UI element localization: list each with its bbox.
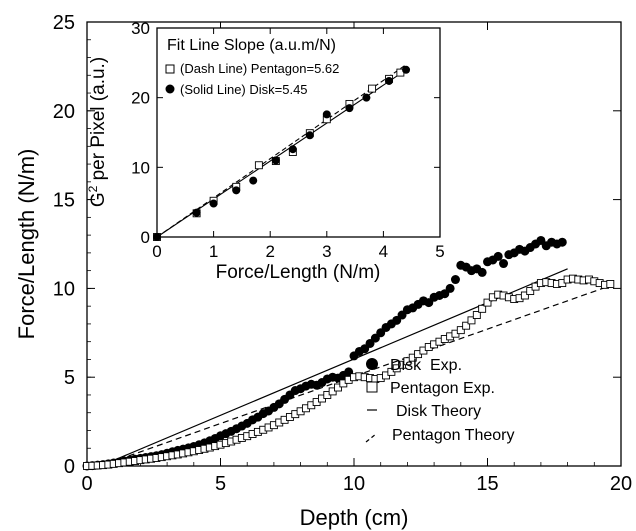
inset-y-axis-label: G2 per Pixel (a.u.) (86, 57, 109, 207)
inset-point-solid-line-disk-5-45 (362, 93, 371, 102)
inset-point-solid-line-disk-5-45 (385, 76, 394, 85)
inset-point-solid-line-disk-5-45 (271, 156, 280, 165)
inset-y-axis-label-rest: per Pixel (a.u.) (88, 57, 109, 186)
main-point-pentagon-exp (520, 291, 529, 300)
inset-point-solid-line-disk-5-45 (232, 186, 241, 195)
inset-point-solid-line-disk-5-45 (322, 110, 331, 119)
main-y-tick-label: 25 (53, 12, 75, 34)
main-x-axis-label: Depth (cm) (300, 505, 409, 530)
inset-chart: Force/Length (N/m) G2 per Pixel (a.u.) 0… (86, 19, 445, 283)
inset-legend-label-disk: (Solid Line) Disk=5.45 (180, 82, 308, 97)
main-point-disk-exp (477, 267, 487, 277)
main-y-tick-label: 5 (64, 367, 75, 389)
main-y-axis-label: Force/Length (N/m) (14, 149, 39, 340)
inset-x-tick-label: 3 (322, 242, 331, 261)
inset-point-solid-line-disk-5-45 (345, 104, 354, 113)
inset-y-tick-label: 20 (131, 89, 150, 108)
main-theory-lines (100, 268, 608, 467)
inset-point-solid-line-disk-5-45 (249, 176, 258, 185)
inset-legend-label-pentagon: (Dash Line) Pentagon=5.62 (180, 61, 339, 76)
legend-label-pentagon-theory: Pentagon Theory (392, 427, 514, 444)
main-point-pentagon-exp (606, 280, 615, 288)
main-x-tick-label: 20 (610, 473, 632, 495)
main-point-disk-exp (499, 259, 509, 269)
legend-label-disk-exp: Disk Exp. (390, 357, 462, 374)
main-point-disk-exp (493, 251, 503, 261)
inset-point-dash-line-pentagon-5-62 (368, 84, 377, 93)
inset-x-tick-label: 0 (152, 242, 161, 261)
inset-point-solid-line-disk-5-45 (305, 131, 314, 140)
main-legend: Disk Exp. Pentagon Exp. Disk Theory Pent… (365, 357, 514, 444)
inset-legend-marker-disk (165, 84, 175, 94)
inset-point-dash-line-pentagon-5-62 (254, 161, 263, 170)
inset-x-tick-label: 1 (209, 242, 218, 261)
main-data-points (82, 235, 615, 471)
main-point-disk-exp (450, 275, 460, 285)
main-point-pentagon-exp (472, 311, 481, 319)
inset-fit-line-dash-line-pentagon-5-62 (156, 64, 407, 238)
main-x-tick-label: 10 (343, 473, 365, 495)
inset-x-tick-label: 4 (379, 242, 388, 261)
legend-marker-pentagon-theory (365, 433, 377, 443)
main-point-pentagon-exp (526, 287, 535, 296)
main-point-pentagon-exp (478, 304, 487, 313)
main-y-tick-label: 0 (64, 456, 75, 478)
main-y-tick-label: 10 (53, 278, 75, 300)
main-point-pentagon-exp (462, 321, 471, 330)
inset-point-solid-line-disk-5-45 (153, 233, 161, 241)
inset-point-solid-line-disk-5-45 (288, 145, 297, 154)
inset-x-axis-label: Force/Length (N/m) (216, 262, 381, 283)
legend-label-pentagon-exp: Pentagon Exp. (390, 380, 495, 397)
inset-y-axis-label-sup: 2 (86, 185, 100, 192)
inset-y-tick-label: 30 (131, 19, 150, 38)
legend-label-disk-theory: Disk Theory (396, 403, 481, 420)
main-x-tick-label: 5 (215, 473, 226, 495)
inset-data-points (153, 65, 411, 241)
main-point-disk-exp (557, 237, 567, 247)
inset-plot-frame (156, 27, 441, 238)
inset-background (157, 28, 440, 237)
inset-axis-ticks: 0 1 2 3 4 5 0 10 20 30 (131, 19, 445, 261)
inset-legend: Fit Line Slope (a.u.m/N) (Dash Line) Pen… (165, 37, 339, 97)
inset-y-tick-label: 10 (131, 158, 150, 177)
legend-marker-pentagon-exp (366, 381, 378, 393)
main-point-pentagon-exp (483, 298, 492, 307)
inset-point-solid-line-disk-5-45 (209, 199, 218, 208)
main-y-tick-label: 20 (53, 101, 75, 123)
inset-x-tick-label: 5 (435, 242, 444, 261)
main-point-disk-exp (445, 283, 455, 293)
main-point-pentagon-exp (456, 326, 465, 335)
inset-legend-title: Fit Line Slope (a.u.m/N) (167, 37, 336, 54)
main-point-pentagon-exp (334, 383, 342, 392)
inset-point-solid-line-disk-5-45 (402, 65, 411, 74)
inset-x-tick-label: 2 (265, 242, 274, 261)
inset-y-tick-label: 0 (141, 228, 150, 247)
main-x-tick-label: 15 (476, 473, 498, 495)
inset-y-axis-label-base: G (88, 192, 109, 207)
main-x-tick-label: 0 (81, 473, 92, 495)
main-y-tick-label: 15 (53, 190, 75, 212)
inset-point-solid-line-disk-5-45 (192, 208, 201, 217)
legend-marker-disk-exp (366, 358, 378, 370)
inset-legend-marker-pentagon (165, 64, 175, 74)
main-point-pentagon-exp (467, 316, 476, 325)
